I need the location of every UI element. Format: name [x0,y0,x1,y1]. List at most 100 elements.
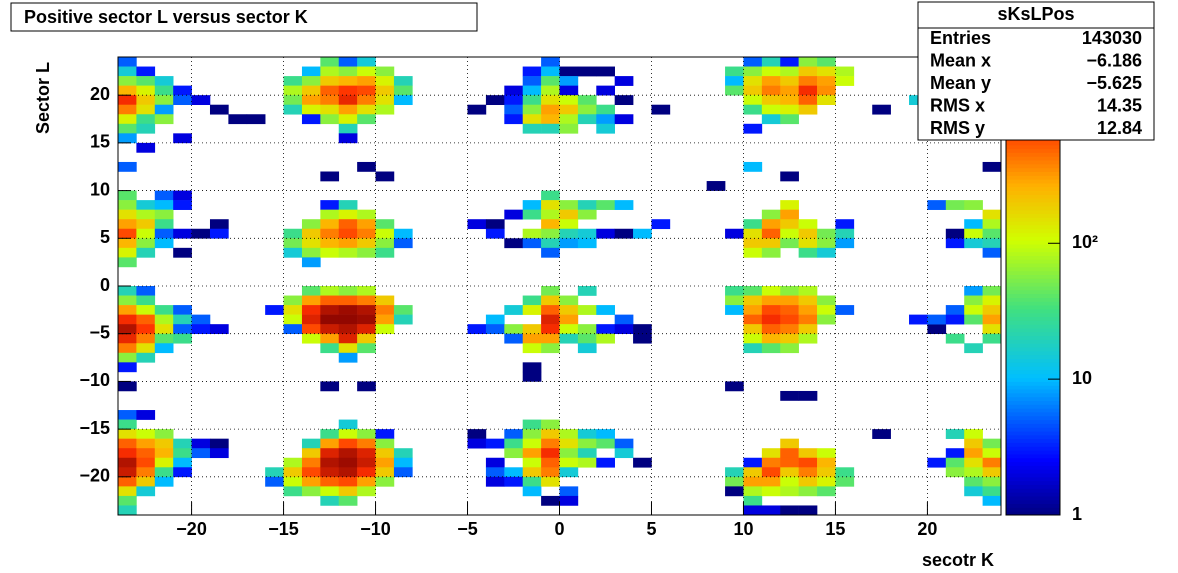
palette-step [1006,205,1060,211]
y-tick-label: −10 [79,370,110,390]
stats-label: Mean y [930,73,991,93]
cell [982,295,1002,306]
cell [301,438,321,449]
cell [338,104,358,115]
cell [780,209,799,220]
cell [173,133,192,144]
cell [504,238,524,249]
cell [504,95,524,106]
cell [743,343,763,354]
cell [357,457,376,468]
cell [320,247,340,258]
palette-step [1006,140,1060,146]
cell [375,324,395,335]
cell [945,467,965,478]
cell [154,76,174,86]
cell [136,343,156,354]
palette-step [1006,369,1060,375]
palette-step [1006,415,1060,421]
cell [559,305,579,315]
cell [283,228,303,239]
cell [320,238,340,249]
cell [191,448,211,459]
cell [357,448,376,459]
palette-step [1006,404,1060,409]
cell [504,114,524,125]
cell [780,286,799,296]
cell [209,438,229,449]
cell [596,324,615,335]
cell [320,314,340,325]
cell [320,228,340,239]
cell [283,247,303,258]
cell [798,305,818,315]
cell [338,209,358,220]
cell [173,324,192,335]
palette-step [1006,171,1060,176]
x-tick-label: −15 [268,519,299,539]
cell [118,410,137,420]
cell [725,476,744,487]
cell [522,457,542,468]
cell [798,95,818,106]
cell [338,476,358,487]
cell [761,57,781,67]
cell [265,476,284,487]
cell [522,371,542,382]
cell [173,333,192,344]
cell [522,209,542,220]
cell [136,333,156,344]
cell [541,295,560,306]
cell [577,343,597,354]
cell [817,314,836,325]
cell [338,247,358,258]
cell [320,476,340,487]
cell [614,314,634,325]
cell [357,219,376,230]
palette-step [1006,503,1060,508]
cell [504,209,524,220]
cell [320,66,340,77]
cell [301,467,321,478]
palette-step [1006,202,1060,207]
cell [320,324,340,335]
palette-step [1006,251,1060,256]
cell [798,486,818,497]
cell [375,448,395,459]
cell [485,476,505,487]
palette-step [1006,461,1060,466]
cell [485,314,505,325]
cell [320,457,340,468]
cell [467,104,487,115]
cell [136,467,156,478]
cell [118,333,137,344]
cell [743,505,763,516]
cell [375,104,395,115]
cell [357,228,376,239]
palette-step [1006,286,1060,291]
cell [338,429,358,439]
cell [136,114,156,125]
cell [835,305,855,315]
cell [798,247,818,258]
cell [559,486,579,497]
cell [136,295,156,306]
palette-step [1006,492,1060,497]
cell [301,324,321,335]
palette-step [1006,270,1060,276]
cell [118,305,137,315]
cell [522,66,542,77]
cell [393,457,413,468]
cell [798,467,818,478]
palette-step [1006,221,1060,226]
cell [338,57,358,67]
cell [817,457,836,468]
cell [173,85,192,96]
palette-step [1006,419,1060,424]
cell [154,85,174,96]
cell [522,305,542,315]
cell [357,104,376,115]
stats-title: sKsLPos [997,4,1074,24]
cell [136,286,156,296]
